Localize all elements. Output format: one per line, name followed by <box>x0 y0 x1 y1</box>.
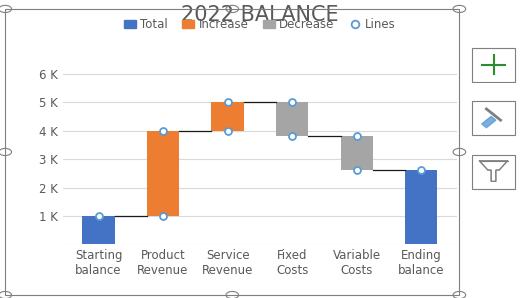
Bar <box>405 170 437 244</box>
Bar <box>212 102 244 131</box>
Bar <box>82 216 114 244</box>
Bar <box>276 102 308 136</box>
Polygon shape <box>482 117 496 128</box>
Legend: Total, Increase, Decrease, Lines: Total, Increase, Decrease, Lines <box>119 14 401 36</box>
Bar <box>5 9 459 295</box>
Bar <box>341 136 373 170</box>
Bar <box>147 131 179 216</box>
Title: 2022 BALANCE: 2022 BALANCE <box>181 5 339 25</box>
